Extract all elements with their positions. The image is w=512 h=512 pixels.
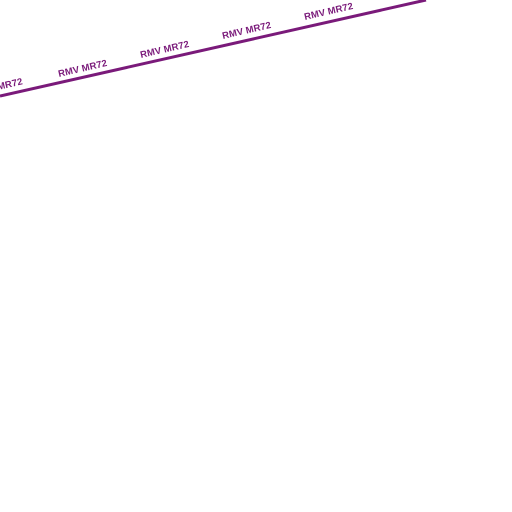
route-line-rmv-mr72[interactable] [0, 0, 427, 98]
route-label: RMV MR72 [303, 1, 354, 23]
route-label: RMV MR72 [221, 20, 272, 42]
